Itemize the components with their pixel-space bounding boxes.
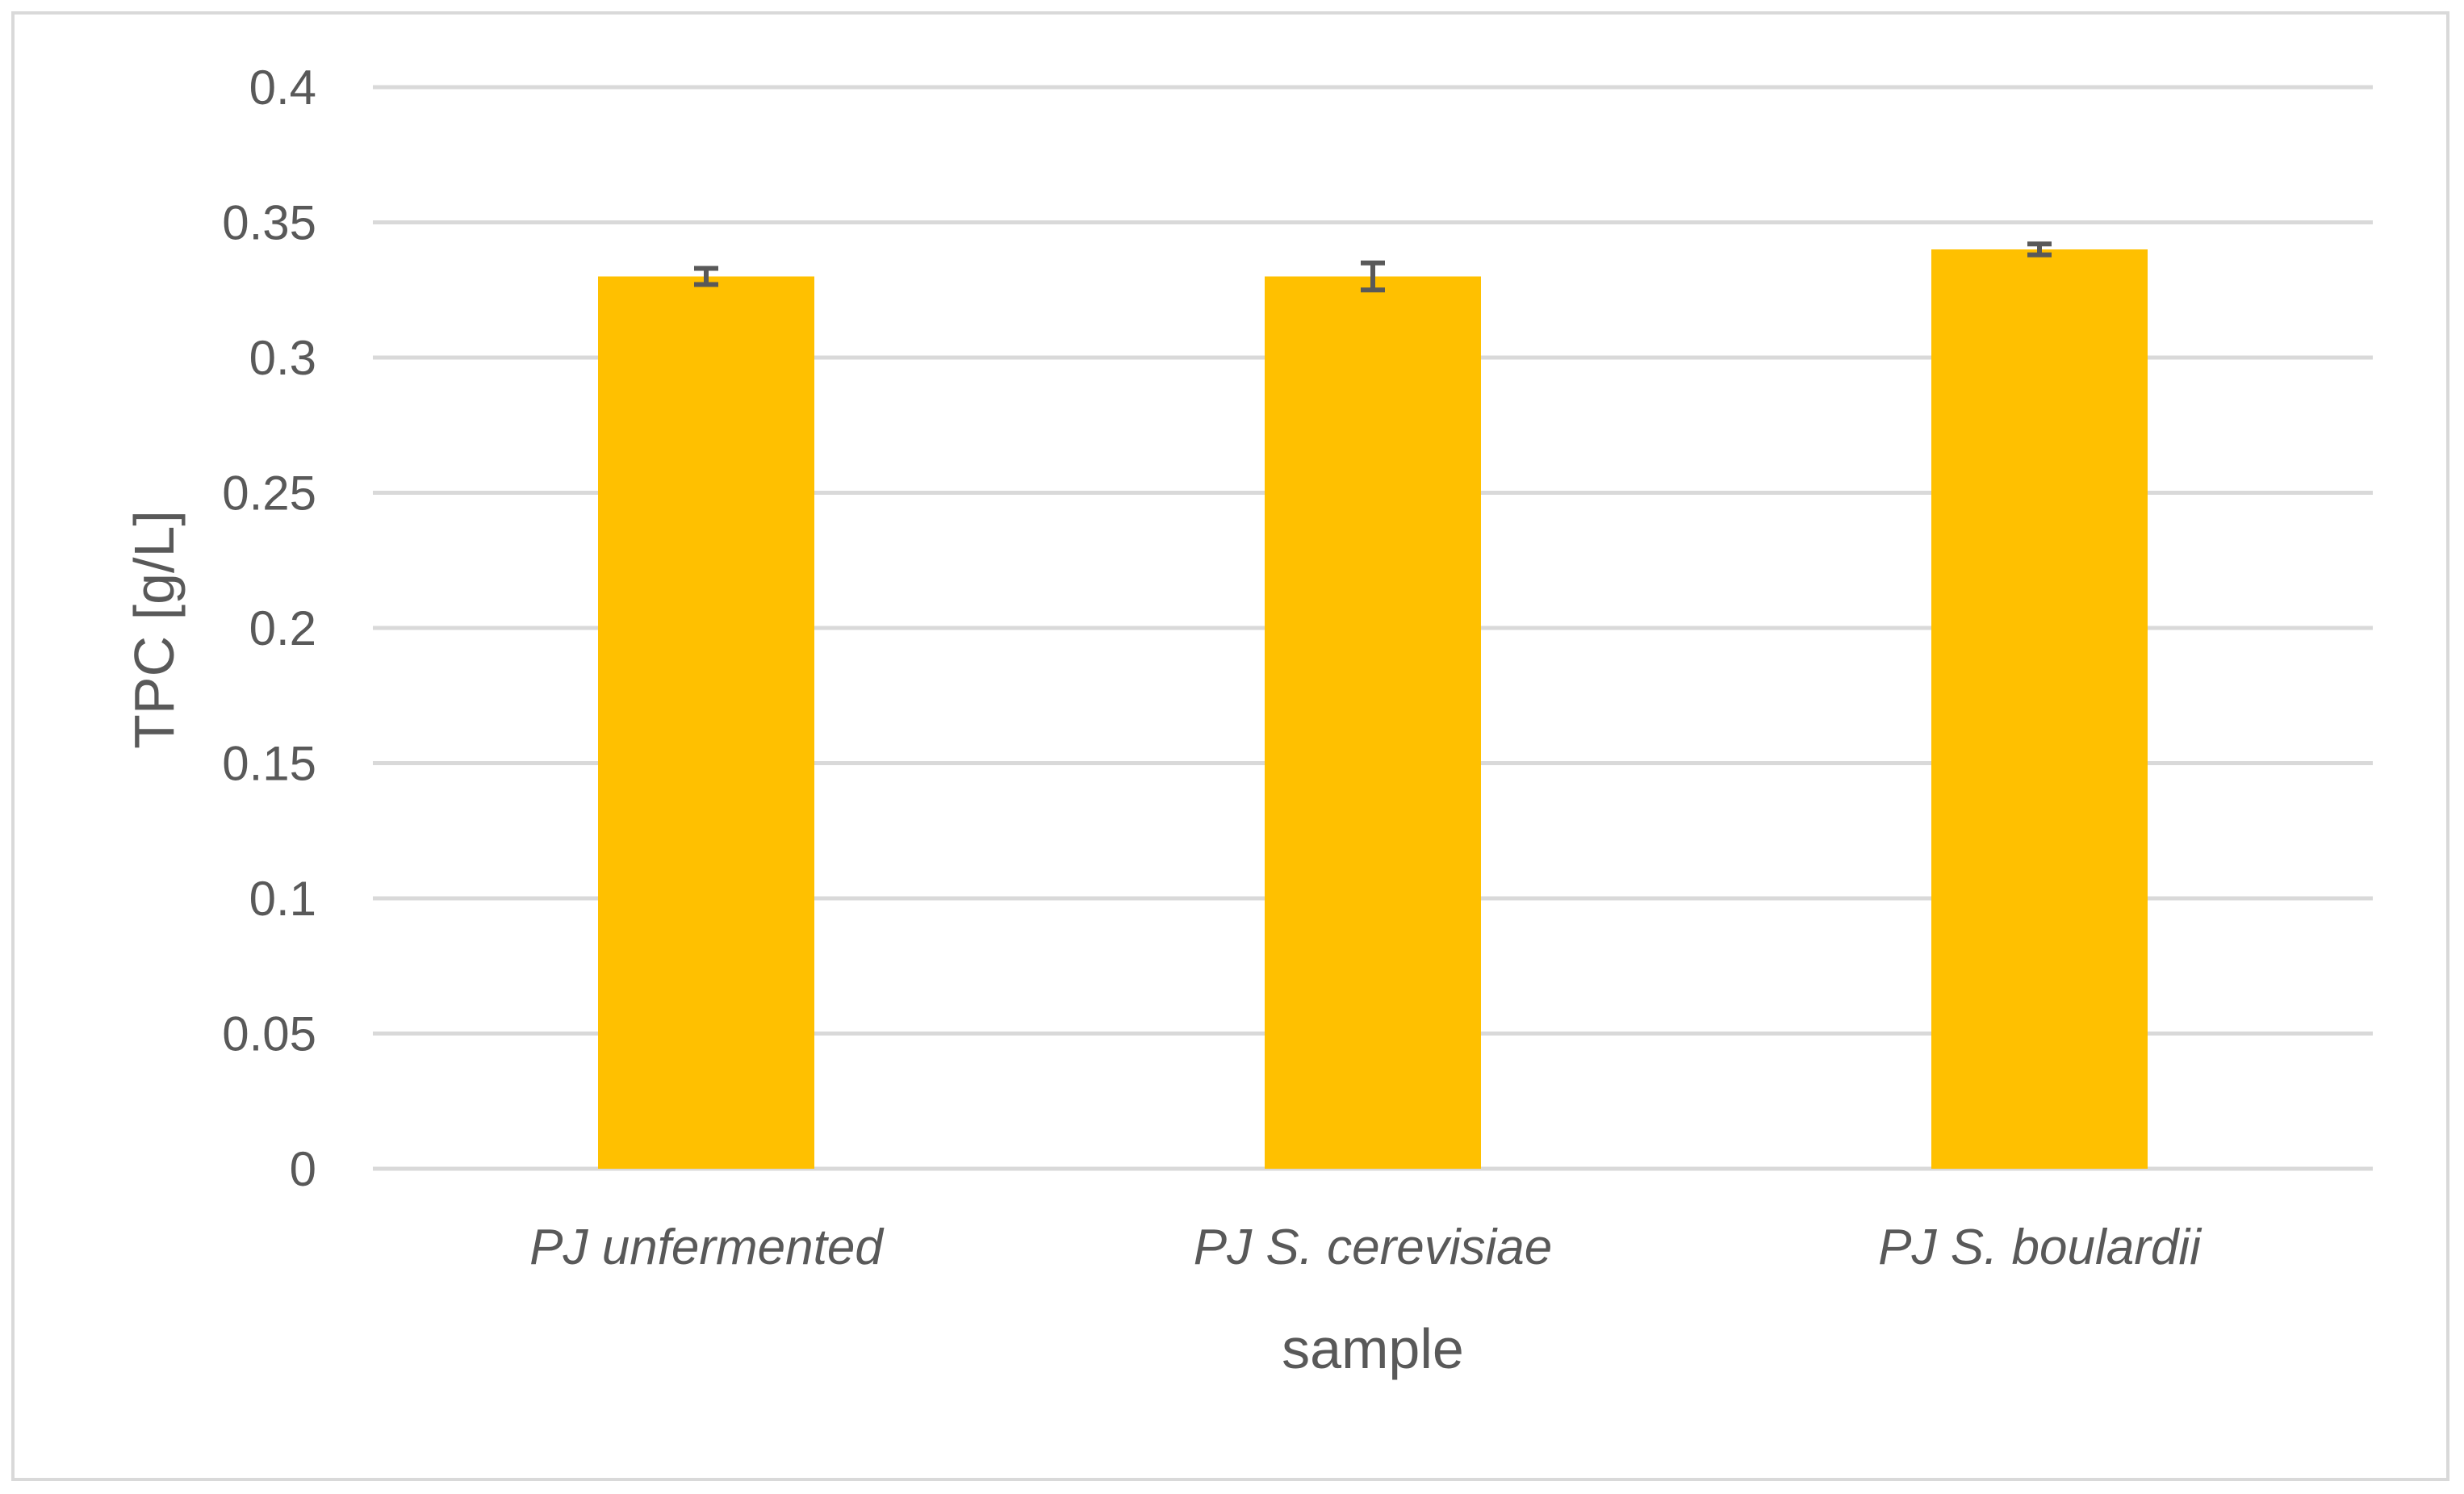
bar: [1265, 276, 1481, 1169]
y-tick-label: 0.05: [222, 1007, 316, 1061]
y-tick-labels: 0 0.05 0.1 0.15 0.2 0.25 0.3 0.35 0.4: [222, 61, 316, 1196]
y-tick-label: 0.25: [222, 467, 316, 521]
error-bar: [694, 266, 718, 287]
error-bar: [2027, 241, 2052, 257]
x-category-label: PJ unfermented: [529, 1220, 885, 1275]
y-tick-label: 0.2: [249, 601, 316, 655]
x-category-labels: PJ unfermented PJ S. cerevisiae PJ S. boul…: [529, 1220, 2203, 1275]
y-tick-label: 0.4: [249, 61, 316, 115]
y-tick-label: 0.3: [249, 331, 316, 385]
bar: [1931, 249, 2148, 1169]
x-category-label: PJ S. cerevisiae: [1194, 1220, 1553, 1275]
y-tick-label: 0.35: [222, 196, 316, 250]
x-axis-title: sample: [1282, 1317, 1464, 1380]
error-bars: [694, 241, 2052, 293]
bars: [598, 249, 2148, 1169]
y-tick-label: 0.1: [249, 872, 316, 926]
error-bar: [1361, 260, 1385, 293]
y-tick-label: 0.15: [222, 737, 316, 791]
y-tick-label: 0: [290, 1142, 316, 1196]
y-axis-title: TPC [g/L]: [123, 510, 186, 749]
x-category-label: PJ S. boulardii: [1878, 1220, 2203, 1275]
bar: [598, 276, 814, 1169]
